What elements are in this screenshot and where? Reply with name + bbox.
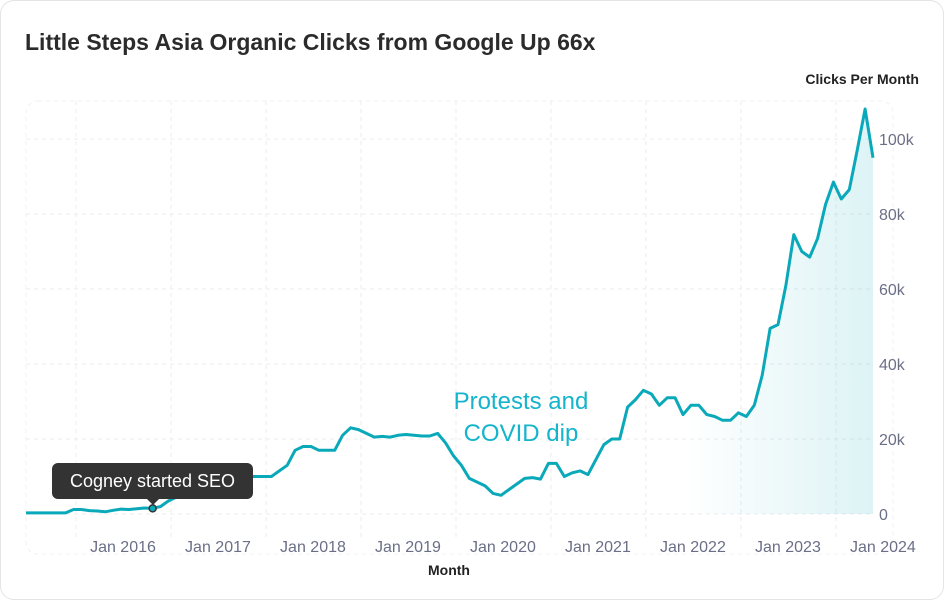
y-tick-label: 40k bbox=[879, 357, 906, 374]
x-tick-label: Jan 2020 bbox=[470, 539, 536, 556]
x-tick-label: Jan 2024 bbox=[850, 539, 916, 556]
area-fill bbox=[26, 109, 873, 514]
chart-title: Little Steps Asia Organic Clicks from Go… bbox=[25, 29, 596, 55]
annotation-tooltip: Cogney started SEO bbox=[52, 463, 253, 505]
x-tick-label: Jan 2021 bbox=[565, 539, 631, 556]
y-tick-label: 60k bbox=[879, 282, 906, 299]
x-tick-label: Jan 2017 bbox=[185, 539, 251, 556]
series-line bbox=[26, 107, 875, 515]
y-tick-label: 80k bbox=[879, 207, 906, 224]
y-tick-label: 20k bbox=[879, 432, 906, 449]
x-tick-label: Jan 2018 bbox=[280, 539, 346, 556]
x-tick-label: Jan 2023 bbox=[755, 539, 821, 556]
seo-start-marker[interactable] bbox=[148, 504, 157, 513]
plot-frame bbox=[25, 100, 894, 555]
x-axis-label: Month bbox=[428, 562, 470, 578]
y-axis-label: Clicks Per Month bbox=[805, 71, 919, 87]
y-tick-label: 100k bbox=[879, 132, 915, 149]
x-tick-label: Jan 2022 bbox=[660, 539, 726, 556]
x-tick-label: Jan 2019 bbox=[375, 539, 441, 556]
x-tick-label: Jan 2016 bbox=[90, 539, 156, 556]
covid-annotation-line: Protests and bbox=[454, 388, 589, 415]
y-tick-label: 0 bbox=[879, 507, 888, 524]
covid-annotation-line: COVID dip bbox=[464, 420, 579, 447]
